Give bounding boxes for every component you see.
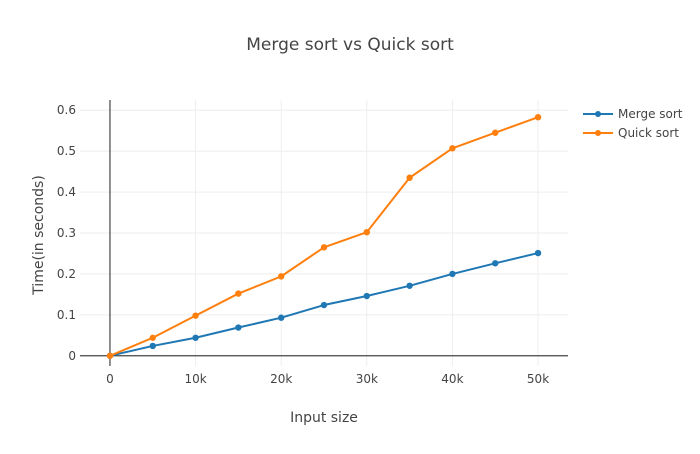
data-point-quick-sort[interactable] — [106, 352, 114, 359]
data-point-merge-sort[interactable] — [277, 314, 285, 321]
data-point-quick-sort[interactable] — [277, 273, 285, 280]
data-point-quick-sort[interactable] — [235, 290, 242, 297]
y-tick-label: 0.5 — [57, 144, 76, 158]
x-tick-label: 40k — [441, 372, 463, 386]
y-tick-label: 0.1 — [57, 308, 76, 322]
data-point-quick-sort[interactable] — [149, 334, 156, 341]
series-merge-sort[interactable] — [106, 249, 542, 359]
data-point-merge-sort[interactable] — [235, 324, 242, 331]
legend-item-quick-sort[interactable]: Quick sort — [583, 126, 679, 140]
series-layer — [106, 113, 542, 359]
y-tick-label: 0.4 — [57, 185, 76, 199]
data-point-quick-sort[interactable] — [320, 244, 328, 251]
legend-label-merge-sort: Merge sort — [618, 107, 683, 121]
tick-labels: 0 10k 20k 30k 40k 50k 0 0.1 0.2 0.3 0.4 0.5 0.6 — [57, 103, 549, 386]
axes — [80, 100, 568, 366]
data-point-quick-sort[interactable] — [363, 228, 371, 236]
y-axis-title: Time(in seconds) — [31, 175, 47, 296]
x-tick-label: 0 — [106, 372, 114, 386]
data-point-merge-sort[interactable] — [149, 342, 156, 350]
data-point-merge-sort[interactable] — [492, 260, 499, 267]
data-point-quick-sort[interactable] — [406, 174, 413, 181]
grid — [80, 100, 568, 366]
x-tick-label: 20k — [270, 372, 292, 386]
data-point-merge-sort[interactable] — [406, 282, 413, 289]
legend-marker-quick-sort — [595, 130, 601, 136]
data-point-merge-sort[interactable] — [363, 292, 371, 300]
x-tick-label: 50k — [527, 372, 549, 386]
y-tick-label: 0.3 — [57, 226, 76, 240]
series-line-quick-sort — [109, 116, 539, 357]
x-tick-label: 10k — [184, 372, 206, 386]
data-point-quick-sort[interactable] — [492, 129, 499, 136]
legend-marker-merge-sort — [595, 111, 601, 117]
series-quick-sort[interactable] — [106, 113, 542, 359]
y-tick-label: 0.6 — [57, 103, 76, 117]
data-point-quick-sort[interactable] — [449, 145, 456, 152]
data-point-merge-sort[interactable] — [320, 301, 328, 309]
legend-item-merge-sort[interactable]: Merge sort — [583, 107, 683, 121]
y-tick-label: 0 — [68, 349, 76, 363]
data-point-quick-sort[interactable] — [534, 113, 542, 121]
legend-label-quick-sort: Quick sort — [618, 126, 679, 140]
data-point-merge-sort[interactable] — [534, 249, 542, 257]
chart-title: Merge sort vs Quick sort — [246, 35, 454, 55]
data-point-merge-sort[interactable] — [192, 334, 199, 341]
legend: Merge sort Quick sort — [583, 107, 683, 140]
data-point-merge-sort[interactable] — [449, 270, 456, 278]
data-point-quick-sort[interactable] — [192, 312, 199, 319]
y-tick-label: 0.2 — [57, 267, 76, 281]
x-tick-label: 30k — [356, 372, 378, 386]
x-axis-title: Input size — [290, 410, 358, 426]
